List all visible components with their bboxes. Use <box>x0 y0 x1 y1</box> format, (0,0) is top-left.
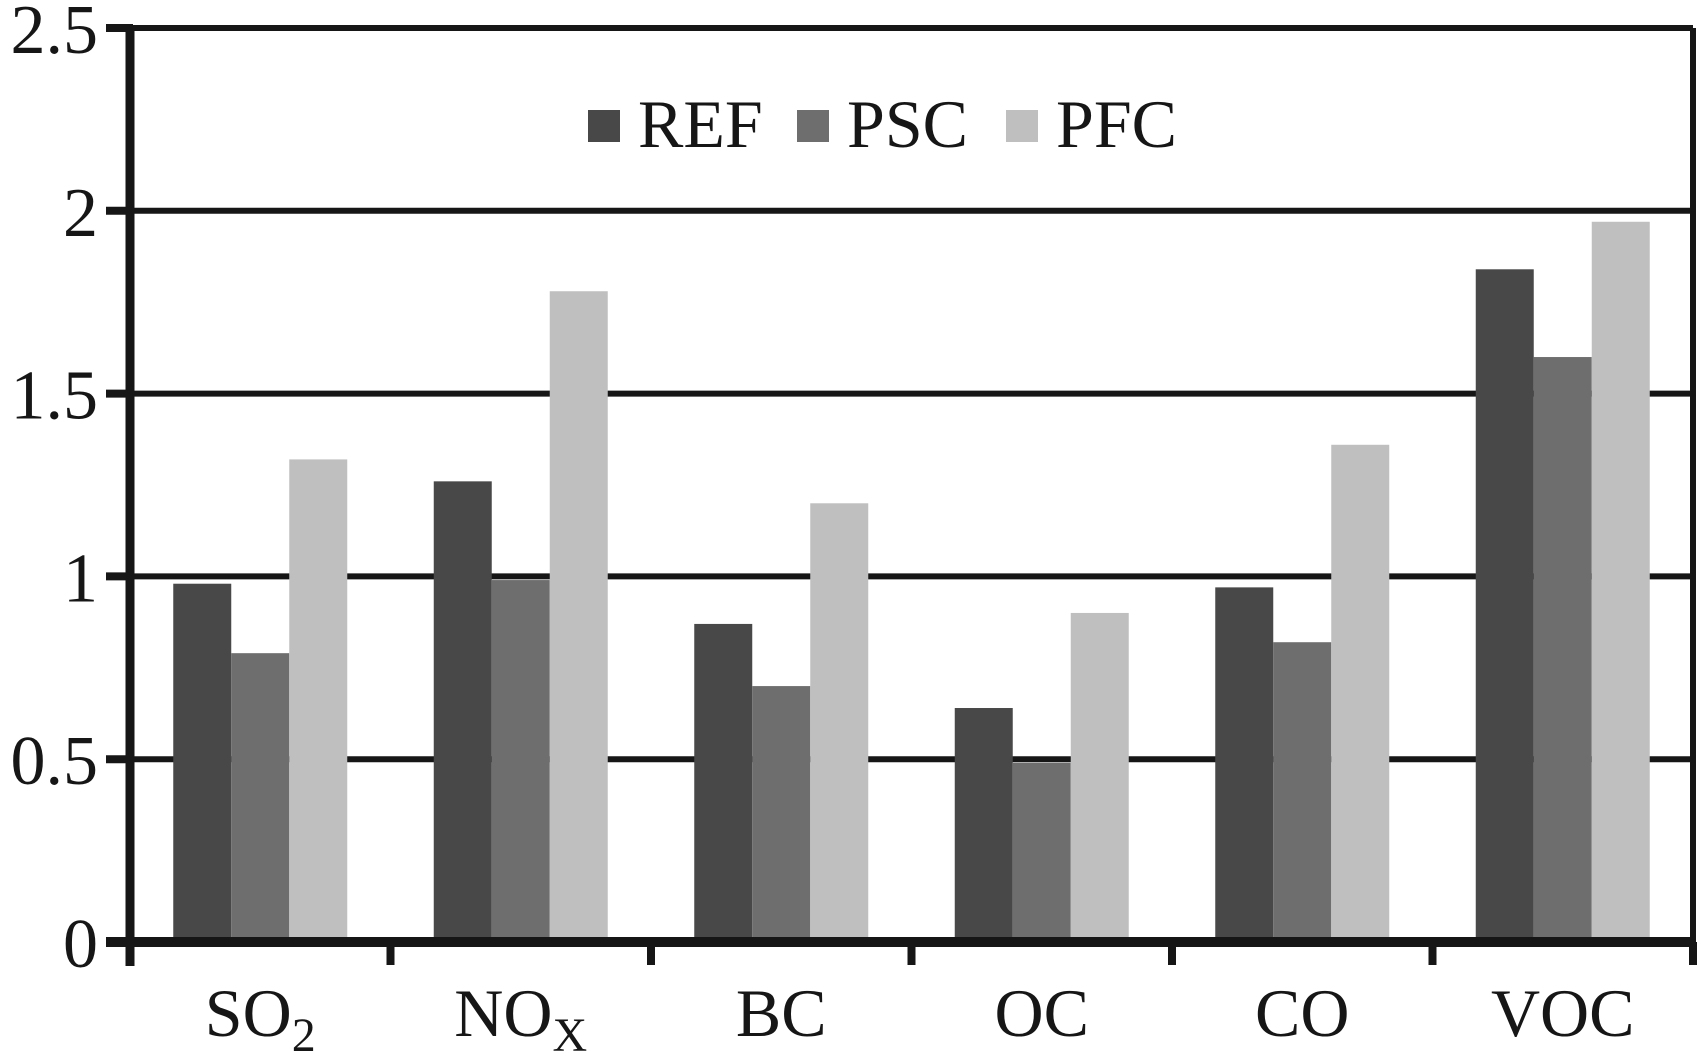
bar-pfc-so2 <box>289 459 348 942</box>
bar-ref-so2 <box>173 583 232 942</box>
bar-ref-co <box>1215 587 1274 942</box>
y-axis-label-0.5: 0.5 <box>11 723 99 800</box>
bar-pfc-co <box>1331 444 1390 942</box>
legend-swatch-ref <box>588 110 620 142</box>
y-axis-label-2: 2 <box>63 175 98 252</box>
bar-ref-voc <box>1475 269 1534 942</box>
bar-ref-oc <box>954 708 1013 942</box>
x-axis-labels: SO2 NOX BC OC CO VOC <box>205 975 1635 1058</box>
legend-swatch-pfc <box>1006 110 1038 142</box>
x-axis-label-so2: SO2 <box>205 975 316 1058</box>
x-axis-label-voc: VOC <box>1491 975 1635 1051</box>
y-axis-label-2.5: 2.5 <box>11 0 99 69</box>
bar-psc-nox <box>491 580 550 942</box>
x-axis-label-nox: NOX <box>454 975 587 1058</box>
legend: REF PSC PFC <box>588 86 1177 162</box>
bar-pfc-oc <box>1070 612 1129 942</box>
bars <box>173 221 1650 942</box>
legend-item-psc: PSC <box>797 86 968 162</box>
x-axis-label-co: CO <box>1255 975 1349 1051</box>
bar-pfc-voc <box>1591 221 1650 942</box>
gridlines <box>130 25 1693 763</box>
x-axis-label-oc: OC <box>995 975 1089 1051</box>
bar-psc-voc <box>1533 357 1592 942</box>
bar-psc-oc <box>1012 762 1071 942</box>
y-axis-label-0: 0 <box>63 906 98 983</box>
bar-pfc-nox <box>549 291 608 942</box>
bar-psc-bc <box>752 686 811 942</box>
bar-pfc-bc <box>810 503 869 942</box>
bar-psc-so2 <box>231 653 290 942</box>
bar-psc-co <box>1273 642 1332 942</box>
legend-label-psc: PSC <box>847 86 968 162</box>
legend-label-ref: REF <box>638 86 763 162</box>
x-axis-label-bc: BC <box>736 975 827 1051</box>
legend-item-ref: REF <box>588 86 763 162</box>
legend-item-pfc: PFC <box>1006 86 1177 162</box>
x-axis-ticks <box>386 942 1697 965</box>
y-axis-label-1.5: 1.5 <box>11 358 99 435</box>
bar-ref-bc <box>694 623 753 942</box>
legend-label-pfc: PFC <box>1056 86 1177 162</box>
legend-swatch-psc <box>797 110 829 142</box>
y-axis-labels: 0 0.5 1 1.5 2 2.5 <box>11 0 99 983</box>
bar-ref-nox <box>433 481 492 942</box>
y-axis-label-1: 1 <box>63 540 98 617</box>
